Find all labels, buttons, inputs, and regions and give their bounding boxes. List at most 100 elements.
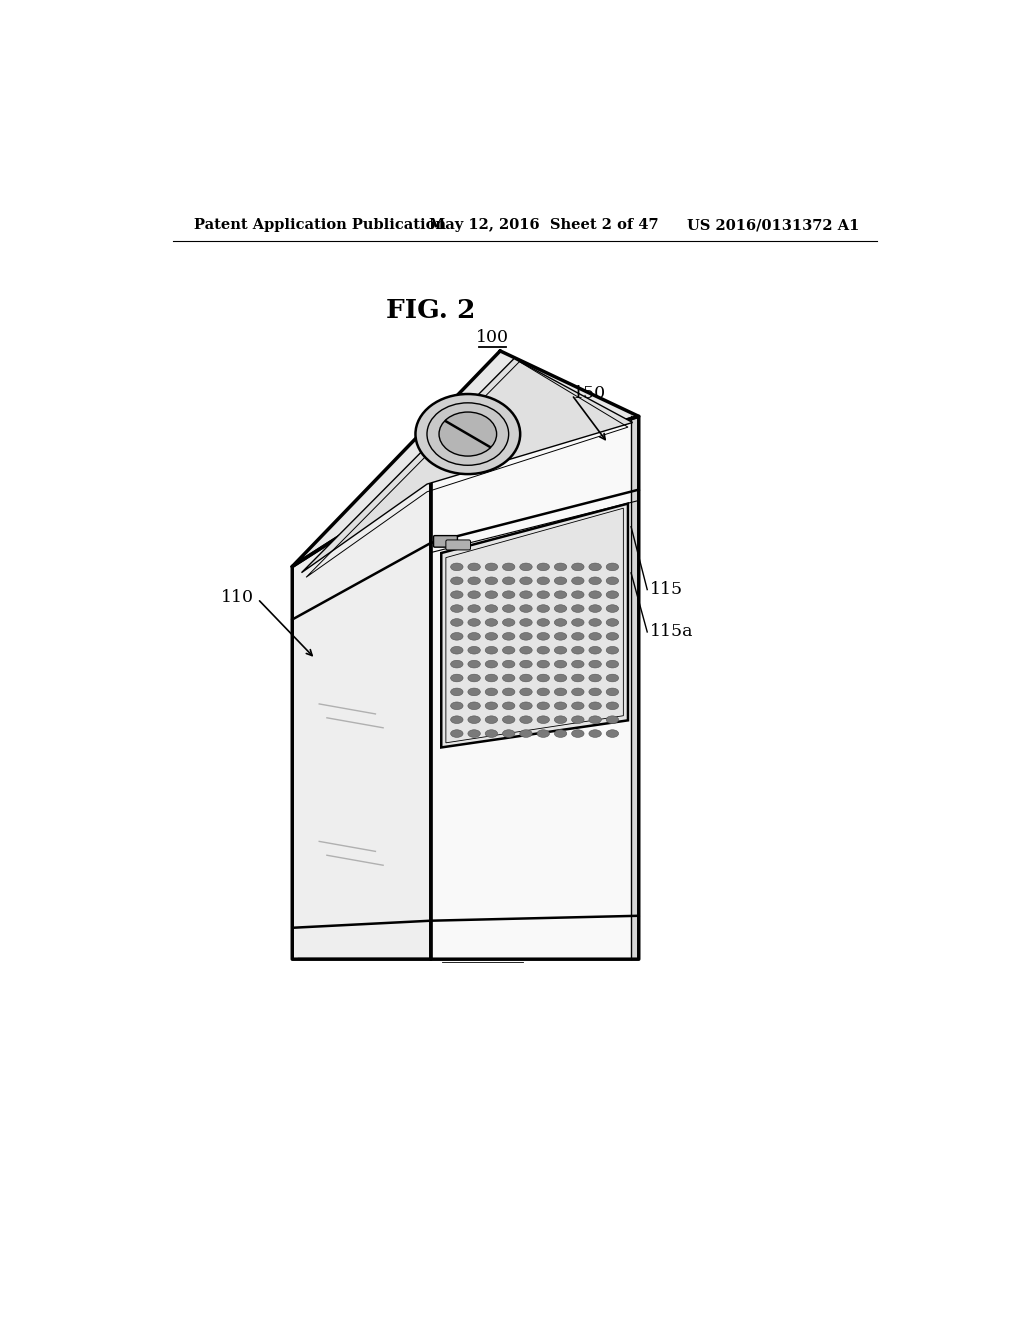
Ellipse shape — [468, 577, 480, 585]
Ellipse shape — [589, 675, 601, 682]
Ellipse shape — [520, 591, 532, 598]
Ellipse shape — [485, 647, 498, 653]
Ellipse shape — [571, 577, 584, 585]
Ellipse shape — [537, 591, 550, 598]
Ellipse shape — [571, 702, 584, 710]
Ellipse shape — [503, 619, 515, 626]
Ellipse shape — [451, 632, 463, 640]
Ellipse shape — [606, 619, 618, 626]
Ellipse shape — [589, 605, 601, 612]
Ellipse shape — [537, 632, 550, 640]
Ellipse shape — [503, 675, 515, 682]
Ellipse shape — [503, 591, 515, 598]
Ellipse shape — [537, 715, 550, 723]
Ellipse shape — [468, 605, 480, 612]
Ellipse shape — [606, 730, 618, 738]
Ellipse shape — [537, 688, 550, 696]
Ellipse shape — [589, 715, 601, 723]
Ellipse shape — [468, 591, 480, 598]
Ellipse shape — [554, 577, 566, 585]
Ellipse shape — [485, 730, 498, 738]
Ellipse shape — [571, 591, 584, 598]
Ellipse shape — [520, 632, 532, 640]
Ellipse shape — [520, 730, 532, 738]
Ellipse shape — [520, 702, 532, 710]
Ellipse shape — [485, 688, 498, 696]
Ellipse shape — [554, 632, 566, 640]
Ellipse shape — [503, 605, 515, 612]
Ellipse shape — [503, 660, 515, 668]
Text: 115a: 115a — [650, 623, 694, 640]
Ellipse shape — [468, 702, 480, 710]
Polygon shape — [441, 503, 628, 747]
Ellipse shape — [571, 688, 584, 696]
Ellipse shape — [468, 675, 480, 682]
Ellipse shape — [451, 715, 463, 723]
Ellipse shape — [606, 577, 618, 585]
Ellipse shape — [468, 730, 480, 738]
Ellipse shape — [554, 647, 566, 653]
Ellipse shape — [451, 605, 463, 612]
Ellipse shape — [503, 564, 515, 570]
Ellipse shape — [554, 688, 566, 696]
Ellipse shape — [589, 619, 601, 626]
Ellipse shape — [503, 632, 515, 640]
FancyBboxPatch shape — [433, 536, 458, 548]
Ellipse shape — [520, 577, 532, 585]
Ellipse shape — [451, 564, 463, 570]
Ellipse shape — [451, 675, 463, 682]
Ellipse shape — [571, 632, 584, 640]
Ellipse shape — [520, 605, 532, 612]
Ellipse shape — [485, 715, 498, 723]
Ellipse shape — [589, 730, 601, 738]
Ellipse shape — [485, 660, 498, 668]
Ellipse shape — [503, 702, 515, 710]
Ellipse shape — [520, 688, 532, 696]
Ellipse shape — [520, 619, 532, 626]
Ellipse shape — [571, 715, 584, 723]
Ellipse shape — [537, 675, 550, 682]
Ellipse shape — [485, 619, 498, 626]
Ellipse shape — [571, 647, 584, 653]
Ellipse shape — [606, 564, 618, 570]
Ellipse shape — [451, 730, 463, 738]
Ellipse shape — [468, 619, 480, 626]
Ellipse shape — [554, 591, 566, 598]
Ellipse shape — [589, 660, 601, 668]
Ellipse shape — [503, 688, 515, 696]
Ellipse shape — [554, 675, 566, 682]
Ellipse shape — [554, 730, 566, 738]
Ellipse shape — [606, 702, 618, 710]
Ellipse shape — [606, 605, 618, 612]
Ellipse shape — [439, 412, 497, 457]
Text: 115: 115 — [650, 581, 683, 598]
Ellipse shape — [537, 564, 550, 570]
Ellipse shape — [589, 591, 601, 598]
Ellipse shape — [571, 619, 584, 626]
Ellipse shape — [554, 619, 566, 626]
Ellipse shape — [606, 660, 618, 668]
Ellipse shape — [606, 688, 618, 696]
Ellipse shape — [554, 702, 566, 710]
Ellipse shape — [451, 577, 463, 585]
Ellipse shape — [537, 647, 550, 653]
Ellipse shape — [589, 577, 601, 585]
Ellipse shape — [537, 660, 550, 668]
Ellipse shape — [503, 647, 515, 653]
Polygon shape — [292, 351, 639, 566]
Ellipse shape — [606, 715, 618, 723]
Ellipse shape — [520, 564, 532, 570]
Text: 150: 150 — [573, 384, 606, 401]
Ellipse shape — [451, 591, 463, 598]
Ellipse shape — [606, 632, 618, 640]
Ellipse shape — [503, 730, 515, 738]
Ellipse shape — [451, 647, 463, 653]
Ellipse shape — [537, 605, 550, 612]
FancyBboxPatch shape — [445, 540, 470, 550]
Ellipse shape — [589, 647, 601, 653]
Ellipse shape — [537, 702, 550, 710]
Ellipse shape — [537, 577, 550, 585]
Ellipse shape — [537, 730, 550, 738]
Ellipse shape — [589, 688, 601, 696]
Ellipse shape — [520, 715, 532, 723]
